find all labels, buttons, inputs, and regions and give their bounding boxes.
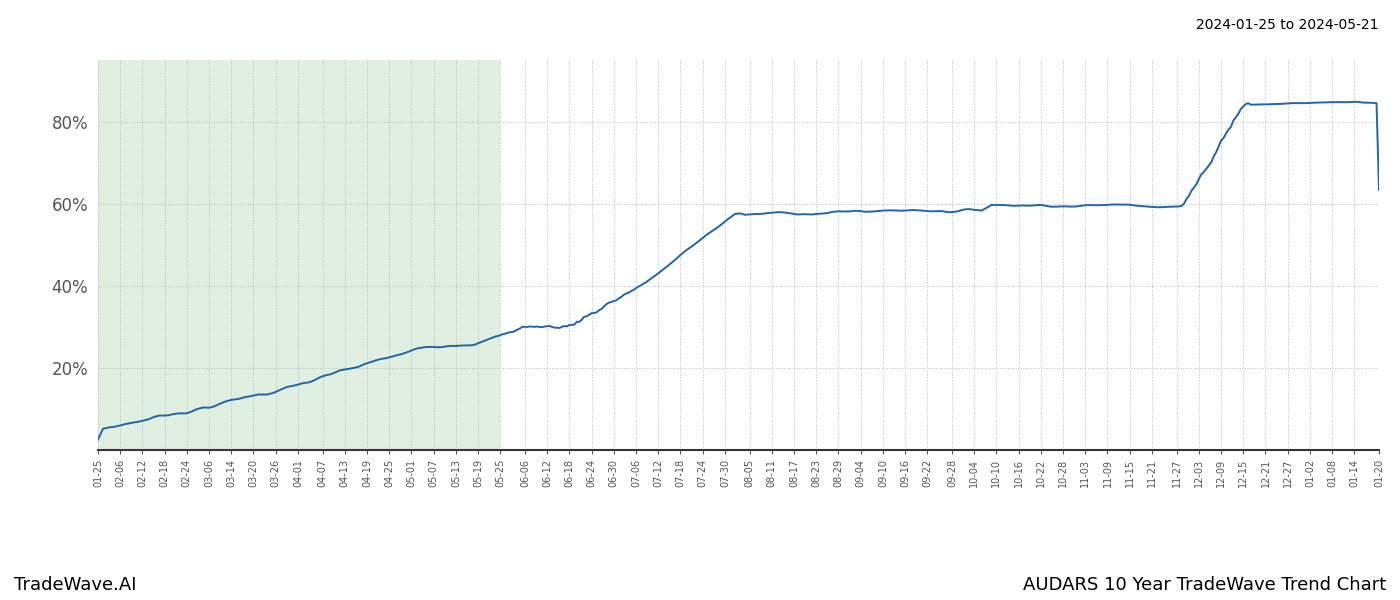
Text: TradeWave.AI: TradeWave.AI <box>14 576 137 594</box>
Bar <box>98 60 500 450</box>
Text: AUDARS 10 Year TradeWave Trend Chart: AUDARS 10 Year TradeWave Trend Chart <box>1023 576 1386 594</box>
Text: 2024-01-25 to 2024-05-21: 2024-01-25 to 2024-05-21 <box>1197 18 1379 32</box>
